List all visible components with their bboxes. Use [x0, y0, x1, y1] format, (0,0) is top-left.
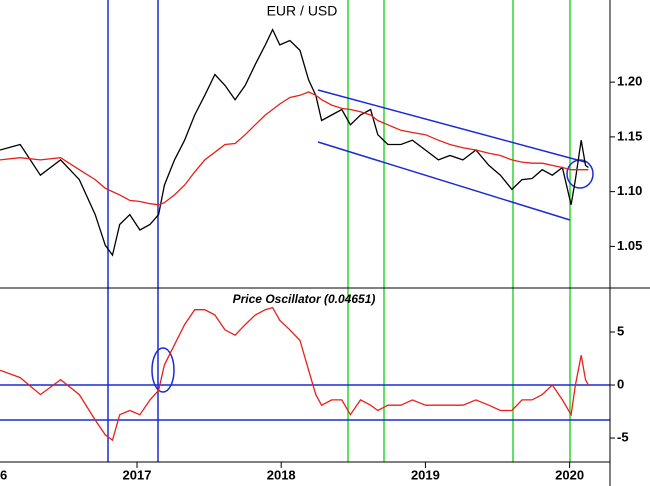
highlight-circle — [151, 347, 175, 393]
series-line — [0, 28, 589, 257]
y-tick-label: 1.05 — [617, 238, 642, 253]
x-tick-label: 2017 — [123, 467, 152, 482]
y-tick-label: 5 — [617, 323, 624, 338]
y-tick-label: 1.20 — [617, 74, 642, 89]
chart-title: EUR / USD — [267, 3, 338, 19]
x-tick-label: 2019 — [411, 467, 440, 482]
y-tick-label: 1.10 — [617, 183, 642, 198]
channel-line — [317, 141, 571, 221]
x-tick-label: 2016 — [0, 467, 7, 482]
panel-title: Price Oscillator (0.04651) — [233, 292, 376, 306]
annotations — [0, 0, 610, 462]
series-line — [0, 306, 589, 442]
channel-line — [317, 89, 586, 163]
highlight-circle — [566, 159, 594, 189]
x-tick-label: 2018 — [267, 467, 296, 482]
y-tick-label: -5 — [617, 429, 629, 444]
x-tick-label: 2020 — [555, 467, 584, 482]
y-tick-label: 0 — [617, 376, 624, 391]
y-tick-label: 1.15 — [617, 128, 642, 143]
series-line — [0, 91, 589, 206]
